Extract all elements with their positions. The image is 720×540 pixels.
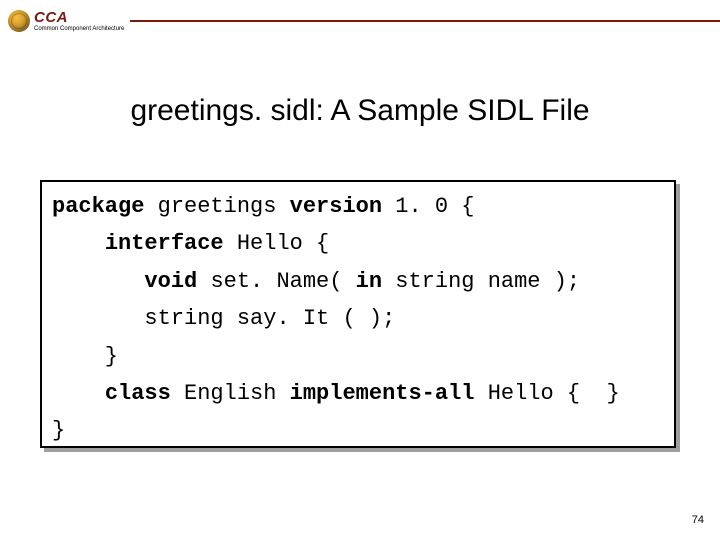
kw-version: version (290, 194, 382, 219)
kw-interface: interface (105, 231, 224, 256)
slide-title: greetings. sidl: A Sample SIDL File (0, 94, 720, 128)
kw-void: void (144, 269, 197, 294)
header-subtitle: Common Component Architecture (34, 26, 124, 32)
method2-ret: string (144, 306, 223, 331)
param-name: name (488, 269, 541, 294)
header-bar: CCA Common Component Architecture (0, 0, 720, 36)
kw-class: class (105, 381, 171, 406)
logo-block: CCA Common Component Architecture (8, 10, 124, 32)
pkg-name: greetings (158, 194, 277, 219)
class-name: English (184, 381, 276, 406)
impl-target: Hello (488, 381, 554, 406)
method2-name: say. It (237, 306, 329, 331)
header-rule (130, 20, 720, 22)
logo-text: CCA Common Component Architecture (34, 10, 124, 32)
header-acronym: CCA (34, 10, 124, 25)
param-type: string (395, 269, 474, 294)
kw-implements-all: implements-all (290, 381, 475, 406)
kw-package: package (52, 194, 144, 219)
pkg-version: 1. 0 (395, 194, 448, 219)
iface-name: Hello (237, 231, 303, 256)
cca-logo-icon (8, 10, 30, 32)
kw-in: in (356, 269, 382, 294)
page-number: 74 (692, 514, 704, 526)
method1-name: set. Name (210, 269, 329, 294)
code-box: package greetings version 1. 0 { interfa… (40, 180, 676, 448)
